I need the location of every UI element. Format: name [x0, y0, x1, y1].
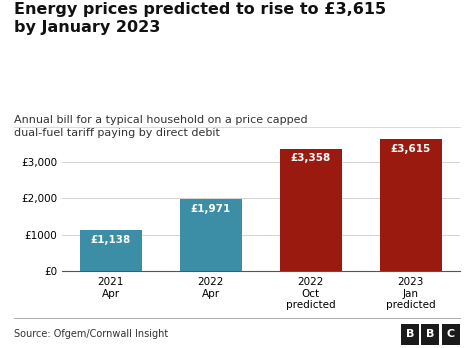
- Bar: [280, 149, 342, 271]
- Text: £3,358: £3,358: [291, 153, 331, 164]
- Text: C: C: [447, 330, 455, 339]
- Bar: [380, 139, 442, 271]
- Text: B: B: [406, 330, 414, 339]
- Bar: [80, 230, 142, 271]
- Text: £1,138: £1,138: [91, 235, 131, 245]
- Text: £3,615: £3,615: [391, 144, 431, 154]
- Text: B: B: [426, 330, 435, 339]
- Text: Annual bill for a typical household on a price capped
dual-fuel tariff paying by: Annual bill for a typical household on a…: [14, 115, 308, 138]
- Text: Energy prices predicted to rise to £3,615
by January 2023: Energy prices predicted to rise to £3,61…: [14, 2, 386, 35]
- Text: Source: Ofgem/Cornwall Insight: Source: Ofgem/Cornwall Insight: [14, 329, 168, 339]
- Text: £1,971: £1,971: [191, 204, 231, 214]
- Bar: [180, 199, 242, 271]
